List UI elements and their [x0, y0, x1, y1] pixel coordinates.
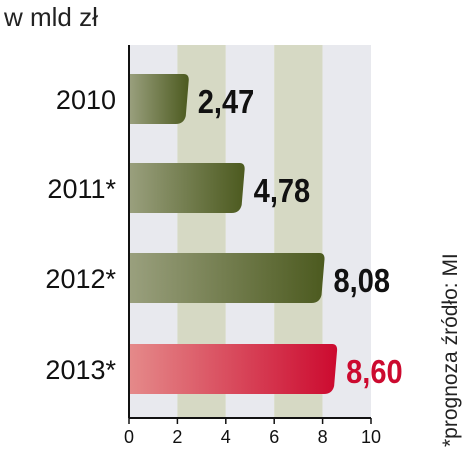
- category-label: 2013*: [45, 355, 116, 385]
- x-tick-label: 0: [124, 427, 134, 447]
- bar-2011: [129, 163, 245, 213]
- value-label: 8,60: [346, 353, 403, 390]
- bar-2013: [129, 344, 338, 394]
- category-label: 2011*: [47, 174, 116, 204]
- source-note: *prognoza źródło: MI: [439, 253, 462, 447]
- value-label: 2,47: [198, 83, 255, 120]
- x-tick-label: 10: [361, 427, 381, 447]
- category-label: 2012*: [45, 264, 116, 294]
- unit-label: w mld zł: [3, 2, 98, 32]
- value-label: 4,78: [254, 172, 311, 209]
- x-tick-label: 8: [318, 427, 328, 447]
- x-tick-label: 4: [221, 427, 231, 447]
- x-tick-label: 2: [172, 427, 182, 447]
- x-tick-label: 6: [269, 427, 279, 447]
- value-label: 8,08: [334, 262, 391, 299]
- bar-2012: [129, 253, 325, 303]
- bar-2010: [129, 74, 189, 124]
- category-label: 2010: [56, 85, 116, 115]
